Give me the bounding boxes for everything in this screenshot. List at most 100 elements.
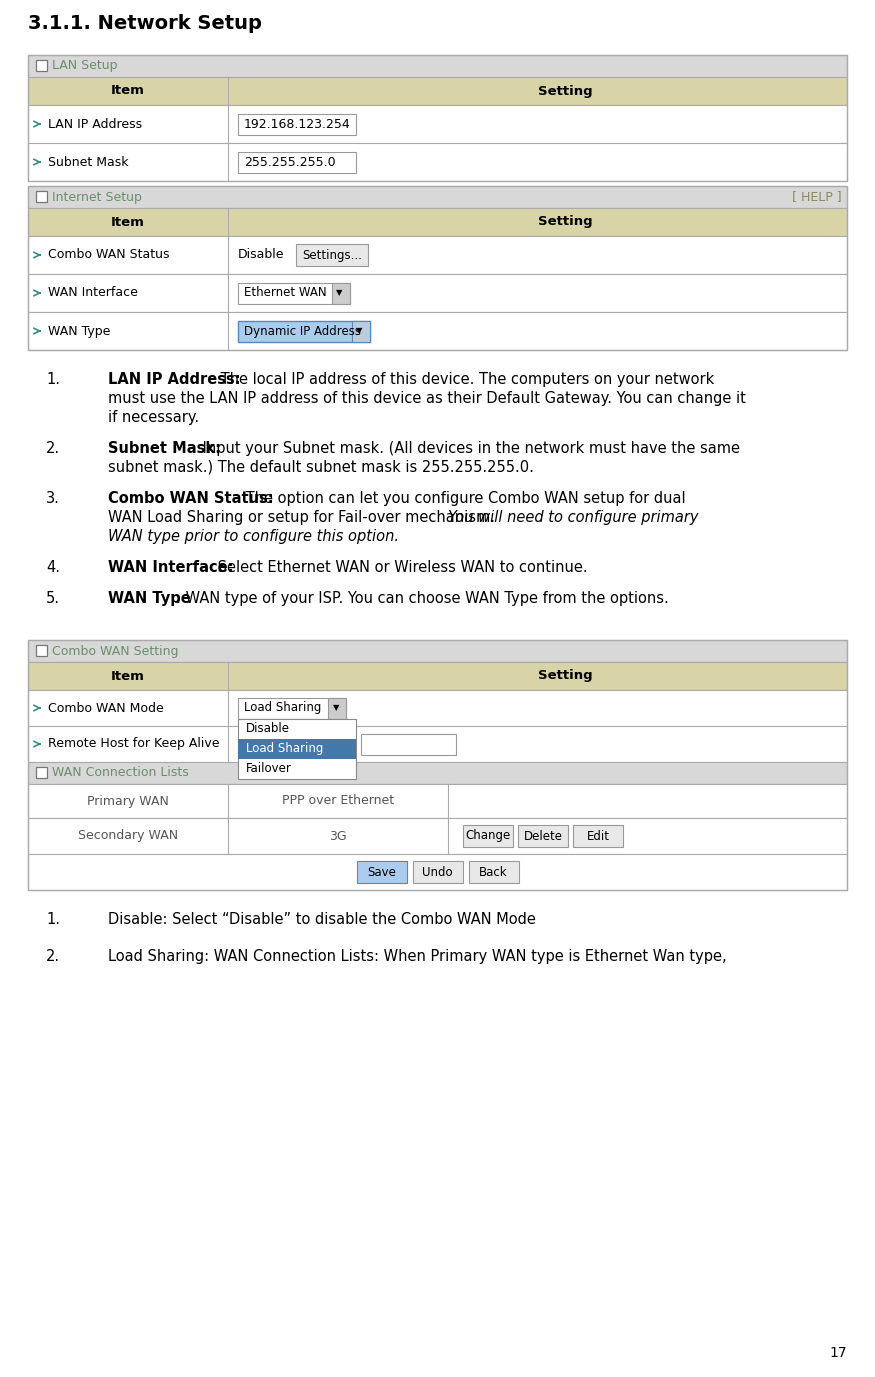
Bar — [361, 734, 456, 755]
Text: The option can let you configure Combo WAN setup for dual: The option can let you configure Combo W… — [241, 492, 686, 505]
Text: Combo WAN Status: Combo WAN Status — [48, 248, 170, 262]
Text: ▼: ▼ — [332, 704, 340, 712]
Bar — [463, 825, 513, 847]
Bar — [468, 861, 519, 883]
Text: : WAN type of your ISP. You can choose WAN Type from the options.: : WAN type of your ISP. You can choose W… — [176, 591, 668, 606]
Text: WAN Connection Lists: WAN Connection Lists — [52, 767, 189, 779]
Text: 17: 17 — [830, 1345, 847, 1360]
Text: You will need to configure primary: You will need to configure primary — [448, 509, 698, 525]
Text: Subnet Mask: Subnet Mask — [48, 156, 129, 168]
Text: 3.1.1. Network Setup: 3.1.1. Network Setup — [28, 14, 262, 33]
Bar — [356, 861, 407, 883]
Text: Input your Subnet mask. (All devices in the network must have the same: Input your Subnet mask. (All devices in … — [198, 441, 740, 456]
Bar — [28, 726, 847, 761]
Text: Setting: Setting — [538, 669, 593, 683]
Text: ▼: ▼ — [356, 326, 362, 336]
Text: Item: Item — [111, 669, 145, 683]
Bar — [412, 861, 463, 883]
Text: Load Sharing: Load Sharing — [244, 701, 321, 715]
Text: WAN Interface: WAN Interface — [48, 286, 138, 300]
Bar — [28, 186, 847, 350]
Text: 2.: 2. — [46, 949, 60, 964]
Bar — [238, 113, 356, 135]
Text: Load Sharing: WAN Connection Lists: When Primary WAN type is Ethernet Wan type,: Load Sharing: WAN Connection Lists: When… — [108, 949, 726, 964]
Bar — [28, 640, 847, 890]
Text: 1.: 1. — [46, 912, 60, 927]
Text: Undo: Undo — [423, 866, 453, 879]
Text: 192.168.123.254: 192.168.123.254 — [244, 117, 351, 131]
Text: Disable: Disable — [246, 722, 290, 735]
Bar — [36, 61, 47, 72]
Text: Combo WAN Setting: Combo WAN Setting — [52, 644, 178, 657]
Text: Item: Item — [111, 84, 145, 98]
Text: PPP over Ethernet: PPP over Ethernet — [282, 795, 394, 807]
Text: Dynamic IP Address: Dynamic IP Address — [244, 325, 361, 337]
Text: Combo WAN Mode: Combo WAN Mode — [48, 701, 164, 715]
Text: Back: Back — [480, 866, 508, 879]
Text: Ethernet WAN: Ethernet WAN — [244, 286, 326, 300]
Bar — [28, 77, 847, 105]
Bar — [28, 640, 847, 662]
Bar — [296, 244, 368, 266]
Bar — [238, 698, 346, 719]
Text: WAN Type: WAN Type — [108, 591, 191, 606]
Bar — [28, 662, 847, 690]
Text: Settings...: Settings... — [302, 248, 362, 262]
Bar — [573, 825, 623, 847]
Bar — [28, 186, 847, 208]
Bar — [28, 313, 847, 350]
Text: Disable: Disable — [238, 248, 284, 262]
Bar — [352, 321, 370, 341]
Text: 2.: 2. — [46, 441, 60, 456]
Text: 4.: 4. — [46, 560, 60, 576]
Bar — [238, 321, 370, 341]
Bar — [28, 55, 847, 180]
Bar — [28, 784, 847, 818]
Text: 3.: 3. — [46, 492, 60, 505]
Text: The local IP address of this device. The computers on your network: The local IP address of this device. The… — [216, 372, 714, 387]
Text: Failover: Failover — [246, 761, 292, 775]
Bar — [332, 282, 350, 303]
Bar — [28, 818, 847, 854]
Bar — [28, 761, 847, 784]
Bar — [36, 767, 47, 778]
Text: Setting: Setting — [538, 84, 593, 98]
Text: Remote Host for Keep Alive: Remote Host for Keep Alive — [48, 738, 220, 750]
Bar — [28, 105, 847, 143]
Text: Disable: Select “Disable” to disable the Combo WAN Mode: Disable: Select “Disable” to disable the… — [108, 912, 536, 927]
Bar — [28, 690, 847, 726]
Bar — [28, 55, 847, 77]
Text: ▼: ▼ — [336, 289, 342, 297]
Bar — [36, 644, 47, 655]
Text: Internet Setup: Internet Setup — [52, 190, 142, 204]
Bar — [238, 282, 350, 303]
Text: LAN IP Address: LAN IP Address — [48, 117, 142, 131]
Text: Combo WAN Status:: Combo WAN Status: — [108, 492, 274, 505]
Text: 255.255.255.0: 255.255.255.0 — [244, 156, 336, 168]
Text: Change: Change — [466, 829, 511, 843]
Text: Item: Item — [111, 215, 145, 229]
Text: LAN IP Address:: LAN IP Address: — [108, 372, 241, 387]
Bar — [28, 274, 847, 313]
Text: 3G: 3G — [329, 829, 346, 843]
Text: 5.: 5. — [46, 591, 60, 606]
Text: WAN Type: WAN Type — [48, 325, 110, 337]
Text: Setting: Setting — [538, 215, 593, 229]
Text: WAN Load Sharing or setup for Fail-over mechanism.: WAN Load Sharing or setup for Fail-over … — [108, 509, 500, 525]
Text: Subnet Mask:: Subnet Mask: — [108, 441, 221, 456]
Text: Delete: Delete — [523, 829, 563, 843]
Text: Select Ethernet WAN or Wireless WAN to continue.: Select Ethernet WAN or Wireless WAN to c… — [213, 560, 588, 576]
Bar — [518, 825, 568, 847]
Text: Primary WAN: Primary WAN — [88, 795, 169, 807]
Bar — [328, 698, 346, 719]
Text: Load Sharing: Load Sharing — [246, 742, 324, 755]
Bar — [28, 143, 847, 180]
Text: Edit: Edit — [586, 829, 610, 843]
Text: must use the LAN IP address of this device as their Default Gateway. You can cha: must use the LAN IP address of this devi… — [108, 391, 746, 406]
Text: Secondary WAN: Secondary WAN — [78, 829, 178, 843]
Bar — [238, 151, 356, 172]
Bar — [28, 235, 847, 274]
Text: if necessary.: if necessary. — [108, 410, 200, 425]
Text: LAN Setup: LAN Setup — [52, 59, 117, 73]
Text: subnet mask.) The default subnet mask is 255.255.255.0.: subnet mask.) The default subnet mask is… — [108, 460, 534, 475]
